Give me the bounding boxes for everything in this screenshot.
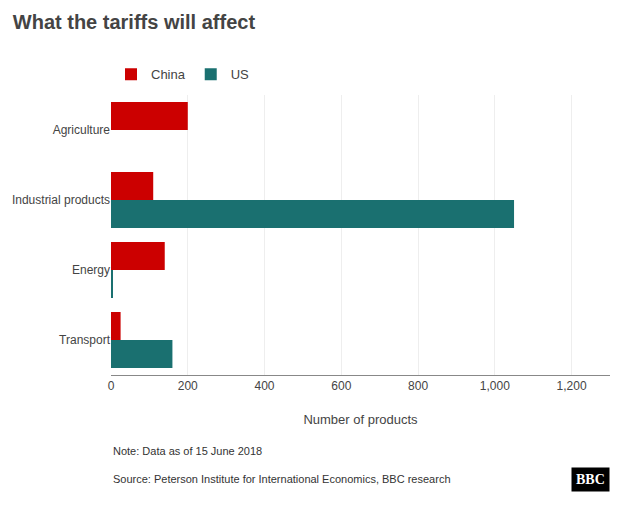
svg-text:US: US [231,67,249,82]
svg-text:What the tariffs will affect: What the tariffs will affect [13,11,256,33]
svg-text:200: 200 [178,379,198,393]
svg-text:BBC: BBC [576,472,605,487]
svg-text:Industrial products: Industrial products [12,193,110,207]
svg-text:China: China [151,67,186,82]
svg-text:Energy: Energy [72,263,110,277]
svg-text:Number of products: Number of products [303,412,418,427]
svg-text:0: 0 [108,379,115,393]
svg-text:Transport: Transport [59,333,111,347]
svg-text:1,200: 1,200 [557,379,587,393]
svg-text:Agriculture: Agriculture [53,123,111,137]
svg-text:600: 600 [331,379,351,393]
svg-text:400: 400 [255,379,275,393]
svg-text:Source: Peterson Institute for: Source: Peterson Institute for Internati… [113,473,451,485]
svg-text:800: 800 [408,379,428,393]
svg-text:Note: Data as of 15 June 2018: Note: Data as of 15 June 2018 [113,445,262,457]
svg-text:1,000: 1,000 [480,379,510,393]
